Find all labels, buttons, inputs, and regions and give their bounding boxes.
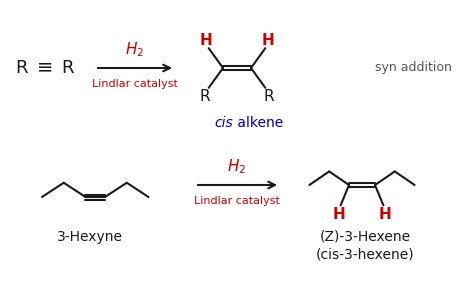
- Text: H: H: [379, 207, 392, 222]
- Text: H: H: [262, 33, 274, 48]
- Text: ≡: ≡: [37, 57, 53, 76]
- Text: R: R: [16, 59, 28, 77]
- Text: Lindlar catalyst: Lindlar catalyst: [194, 196, 280, 206]
- Text: H: H: [200, 33, 212, 48]
- Text: Lindlar catalyst: Lindlar catalyst: [92, 79, 178, 89]
- Text: R: R: [264, 89, 274, 104]
- Text: cis: cis: [214, 116, 233, 130]
- Text: R: R: [62, 59, 74, 77]
- Text: H: H: [332, 207, 345, 222]
- Text: alkene: alkene: [233, 116, 283, 130]
- Text: $H_2$: $H_2$: [228, 158, 246, 176]
- Text: syn addition: syn addition: [375, 61, 452, 74]
- Text: 3-Hexyne: 3-Hexyne: [57, 230, 123, 244]
- Text: (cis-3-hexene): (cis-3-hexene): [316, 248, 414, 262]
- Text: R: R: [200, 89, 210, 104]
- Text: (Z)-3-Hexene: (Z)-3-Hexene: [319, 230, 410, 244]
- Text: $H_2$: $H_2$: [126, 41, 145, 59]
